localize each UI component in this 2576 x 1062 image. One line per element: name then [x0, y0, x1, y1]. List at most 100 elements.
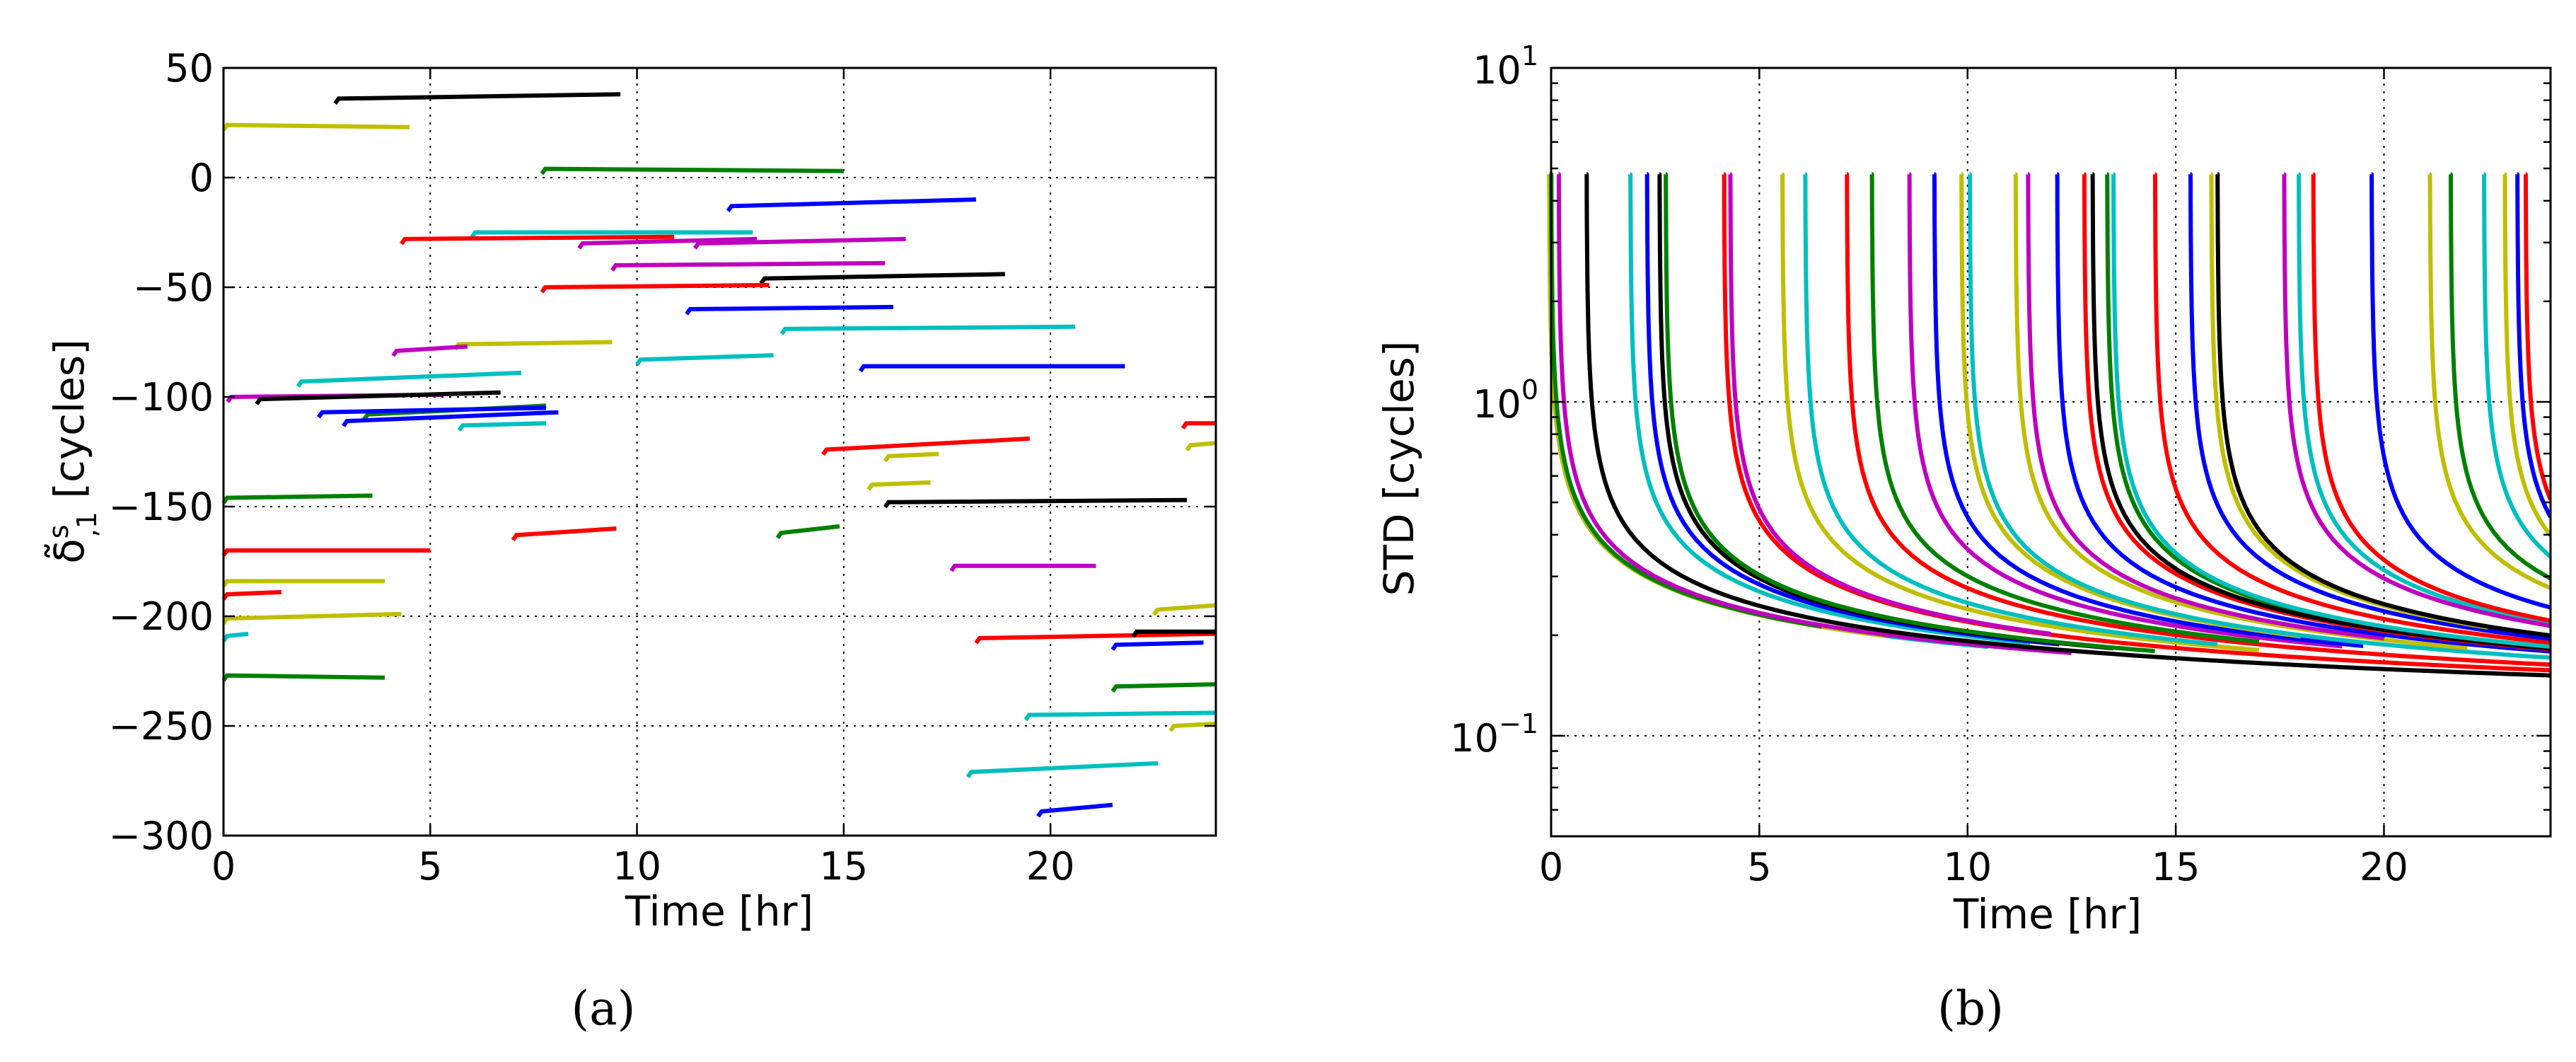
panel-a-series-27	[866, 480, 931, 491]
panel-a-ylabel: δ̃s,1 [cycles]	[43, 339, 103, 563]
panel-a-series-15	[391, 344, 468, 357]
panel-b-series-27	[2152, 172, 2551, 645]
panel-b-xlabel: Time [hr]	[1953, 890, 2142, 938]
panel-a-series-13	[779, 324, 1076, 335]
panel-a-series-38	[974, 631, 1217, 645]
panel-b-series-39	[2515, 172, 2553, 519]
panel-b-series	[1547, 172, 2553, 678]
panel-b-series-37	[2481, 172, 2552, 559]
panel-b-ylabel: STD [cycles]	[1375, 341, 1423, 596]
panel-a-ytick-label: −300	[109, 814, 214, 858]
panel-b-series-5	[1584, 172, 2551, 678]
panel-a-frame	[222, 67, 1217, 837]
panel-a-series-17	[858, 364, 1125, 373]
panel-a-xtick-label: 5	[418, 844, 442, 889]
panel-a-series-36	[221, 611, 402, 625]
panel-b-label: (b)	[1937, 981, 2004, 1036]
panel-a-series-4	[726, 197, 976, 213]
panel-a-series-47	[1185, 441, 1217, 451]
panel-a-series-44	[965, 761, 1159, 778]
panel-a-series-1	[333, 92, 621, 105]
panel-b-series-19	[1967, 172, 2551, 660]
panel-b-frame	[1550, 67, 2552, 838]
panel-a-series-10	[759, 272, 1005, 285]
panel-b-series-21	[2026, 172, 2386, 641]
panel-a-series-24	[457, 421, 547, 432]
panel-b-series-17	[1932, 172, 2365, 648]
panel-b-series-14	[1845, 172, 2551, 667]
panel-b-ytick-label: 100	[1473, 374, 1538, 427]
panel-a-series-20	[255, 390, 501, 405]
panel-b-series-34	[2369, 172, 2553, 610]
panel-a-ylabel-sup: s	[43, 524, 74, 538]
panel-b-series-15	[1869, 172, 2261, 645]
panel-a-series-32	[221, 548, 431, 557]
panel-b-series-40	[2523, 172, 2553, 501]
panel-a-series-18	[296, 370, 522, 388]
panel-a-series-6	[399, 234, 675, 246]
panel-a-ylabel-symbol: δ̃	[43, 538, 93, 564]
panel-b-xtick-label: 10	[1943, 845, 1992, 889]
panel-a-series-46	[1180, 421, 1216, 429]
panel-b-series-30	[2215, 172, 2551, 638]
panel-a-series-5	[470, 230, 753, 239]
panel-a-ytick-label: −250	[109, 704, 214, 749]
panel-b-series-31	[2296, 172, 2553, 625]
panel-b-series-33	[2282, 172, 2551, 628]
panel-a-series	[221, 92, 1217, 818]
panel-b-series-22	[2055, 172, 2551, 654]
panel-b-ytick-base: 10	[1450, 716, 1499, 761]
panel-a-series-45	[1036, 802, 1113, 818]
panel-a-ytick-label: 50	[165, 46, 214, 91]
panel-a-series-48	[1151, 603, 1217, 616]
panel-a-series-3	[540, 166, 844, 175]
panel-a-series-29	[221, 493, 373, 504]
panel-a-ylabel-unit: [cycles]	[45, 339, 93, 512]
panel-a-series-41	[1110, 682, 1217, 693]
panel-a-series-33	[949, 563, 1096, 572]
panel-b-series-26	[2111, 172, 2551, 649]
panel-a-xlabel: Time [hr]	[625, 887, 813, 935]
panel-a-series-43	[1168, 721, 1217, 732]
panel-b-xtick-label: 20	[2360, 845, 2408, 889]
panel-b-series-36	[2448, 172, 2552, 581]
panel-a-ytick-label: 0	[190, 156, 214, 200]
panel-a-label: (a)	[572, 981, 636, 1036]
panel-a-ylabel-sub: ,1	[71, 512, 103, 537]
panel-a-xtick-label: 10	[613, 844, 661, 889]
panel-a-series-12	[685, 304, 894, 316]
panel-a-series-11	[540, 282, 770, 294]
panel-a-series-2	[221, 122, 410, 132]
panel-a-ytick-label: −50	[133, 265, 214, 310]
panel-a-xtick-label: 20	[1026, 844, 1075, 889]
panel-a-ytick-label: −150	[109, 485, 214, 529]
panel-b-series-9	[1664, 172, 2155, 654]
panel-a-series-37	[221, 631, 249, 642]
panel-b-ytick-base: 10	[1473, 382, 1521, 427]
panel-b-xtick-label: 5	[1747, 845, 1771, 889]
panel-b-grid	[1551, 68, 2551, 836]
panel-a: 0 5 10 15 20 50 0 −50 −100 −150 −200 −250 −300 Time …	[43, 46, 1217, 1036]
panel-b-series-38	[2502, 172, 2553, 537]
panel-b-series-16	[1907, 172, 2343, 649]
panel-a-series-9	[610, 260, 886, 272]
panel-b-series-25	[2090, 172, 2551, 651]
panel-b-series-28	[2188, 172, 2551, 641]
panel-b-right-margin	[2551, 57, 2576, 856]
panel-a-ytick-label: −200	[109, 594, 214, 639]
panel-b-ytick-base: 10	[1473, 48, 1521, 93]
panel-b-series-35	[2427, 172, 2552, 591]
panel-a-ticks: 0 5 10 15 20 50 0 −50 −100 −150 −200 −250 −300	[109, 46, 1216, 889]
panel-b-series-32	[2311, 172, 2551, 623]
panel-b-series-13	[1803, 172, 2218, 647]
panel-b-ytick-label: 10−1	[1450, 708, 1538, 761]
panel-a-series-31	[775, 524, 840, 539]
panel-a-series-16	[635, 353, 774, 366]
panel-a-series-7	[577, 236, 758, 250]
panel-b-ytick-label: 101	[1473, 40, 1538, 93]
panel-a-series-23	[342, 410, 559, 427]
panel-a-series-35	[221, 589, 282, 601]
panel-a-series-49	[1131, 629, 1216, 638]
